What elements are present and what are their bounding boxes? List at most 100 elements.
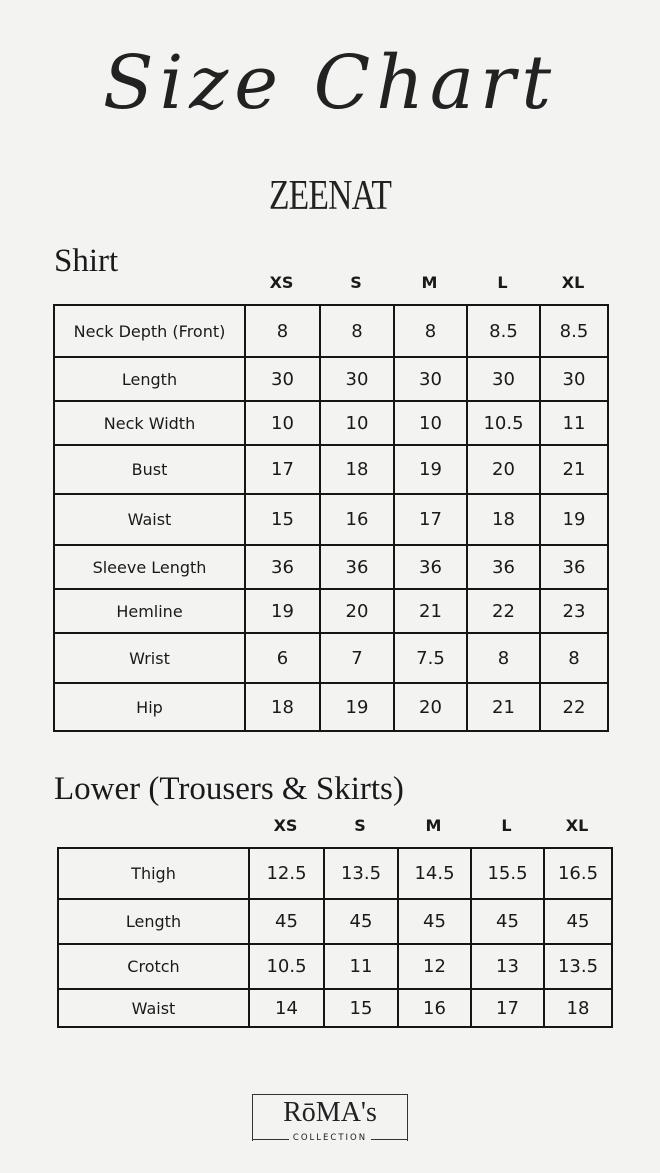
row-label: Neck Width <box>53 400 246 446</box>
table-row: Neck Width 10 10 10 10.5 11 <box>53 400 609 446</box>
size-value-l: 20 <box>466 444 541 495</box>
size-value-xl: 8 <box>539 632 609 684</box>
size-header-s: S <box>354 816 366 835</box>
size-header-xl: XL <box>565 816 589 835</box>
size-value-l: 10.5 <box>466 400 541 446</box>
size-value-xl: 23 <box>539 588 609 634</box>
table-row: Sleeve Length 36 36 36 36 36 <box>53 544 609 590</box>
table-row: Thigh 12.5 13.5 14.5 15.5 16.5 <box>57 847 613 900</box>
size-value-l: 13 <box>470 943 545 990</box>
size-header-xs: XS <box>269 273 294 292</box>
size-value-xl: 36 <box>539 544 609 590</box>
row-label: Sleeve Length <box>53 544 246 590</box>
logo-subtitle: COLLECTION <box>288 1133 372 1143</box>
table-row: Hemline 19 20 21 22 23 <box>53 588 609 634</box>
size-value-l: 22 <box>466 588 541 634</box>
table-row: Hip 18 19 20 21 22 <box>53 682 609 732</box>
size-header-l: L <box>501 816 512 835</box>
size-value-xl: 22 <box>539 682 609 732</box>
size-value-m: 36 <box>393 544 468 590</box>
size-value-s: 30 <box>319 356 395 402</box>
size-value-xl: 19 <box>539 493 609 546</box>
table-row: Bust 17 18 19 20 21 <box>53 444 609 495</box>
size-value-l: 8 <box>466 632 541 684</box>
size-value-s: 8 <box>319 304 395 358</box>
size-value-m: 16 <box>397 988 472 1028</box>
size-value-xs: 36 <box>244 544 321 590</box>
size-value-xs: 30 <box>244 356 321 402</box>
row-label: Hip <box>53 682 246 732</box>
size-value-xs: 45 <box>248 898 325 945</box>
shirt-size-table: Neck Depth (Front) 8 8 8 8.5 8.5 Length 30 30 30 3… <box>53 304 609 732</box>
size-value-xl: 30 <box>539 356 609 402</box>
size-value-l: 30 <box>466 356 541 402</box>
logo-name: RōMA's <box>283 1097 377 1128</box>
row-label: Length <box>57 898 250 945</box>
size-value-m: 7.5 <box>393 632 468 684</box>
size-header-s: S <box>350 273 362 292</box>
size-value-s: 45 <box>323 898 399 945</box>
size-value-m: 10 <box>393 400 468 446</box>
size-value-s: 20 <box>319 588 395 634</box>
row-label: Wrist <box>53 632 246 684</box>
row-label: Thigh <box>57 847 250 900</box>
size-value-m: 12 <box>397 943 472 990</box>
size-value-l: 18 <box>466 493 541 546</box>
size-value-m: 8 <box>393 304 468 358</box>
shirt-size-header: XS S M L XL <box>244 273 607 292</box>
size-header-l: L <box>497 273 508 292</box>
size-value-xs: 10.5 <box>248 943 325 990</box>
size-value-xs: 18 <box>244 682 321 732</box>
size-value-l: 45 <box>470 898 545 945</box>
size-value-s: 13.5 <box>323 847 399 900</box>
size-value-xs: 14 <box>248 988 325 1028</box>
table-row: Waist 15 16 17 18 19 <box>53 493 609 546</box>
size-value-xl: 11 <box>539 400 609 446</box>
size-header-m: M <box>421 273 438 292</box>
size-header-xs: XS <box>273 816 298 835</box>
size-value-xs: 8 <box>244 304 321 358</box>
size-value-xs: 12.5 <box>248 847 325 900</box>
size-value-l: 21 <box>466 682 541 732</box>
size-value-l: 8.5 <box>466 304 541 358</box>
roma-collection-logo: RōMA's COLLECTION <box>252 1094 408 1143</box>
table-row: Neck Depth (Front) 8 8 8 8.5 8.5 <box>53 304 609 358</box>
size-value-xs: 17 <box>244 444 321 495</box>
size-value-xl: 13.5 <box>543 943 613 990</box>
size-value-l: 17 <box>470 988 545 1028</box>
size-value-s: 19 <box>319 682 395 732</box>
row-label: Waist <box>57 988 250 1028</box>
table-row: Wrist 6 7 7.5 8 8 <box>53 632 609 684</box>
shirt-heading: Shirt <box>54 243 119 279</box>
table-row: Crotch 10.5 11 12 13 13.5 <box>57 943 613 990</box>
size-value-s: 18 <box>319 444 395 495</box>
row-label: Crotch <box>57 943 250 990</box>
size-value-s: 16 <box>319 493 395 546</box>
size-value-m: 19 <box>393 444 468 495</box>
size-value-xs: 10 <box>244 400 321 446</box>
size-value-s: 7 <box>319 632 395 684</box>
row-label: Length <box>53 356 246 402</box>
size-value-xs: 15 <box>244 493 321 546</box>
size-value-s: 10 <box>319 400 395 446</box>
size-value-m: 21 <box>393 588 468 634</box>
size-value-s: 11 <box>323 943 399 990</box>
lower-heading: Lower (Trousers & Skirts) <box>54 771 404 807</box>
size-value-xl: 21 <box>539 444 609 495</box>
row-label: Neck Depth (Front) <box>53 304 246 358</box>
size-header-m: M <box>425 816 442 835</box>
size-value-s: 36 <box>319 544 395 590</box>
table-row: Length 30 30 30 30 30 <box>53 356 609 402</box>
size-header-xl: XL <box>561 273 585 292</box>
size-value-xs: 6 <box>244 632 321 684</box>
page-title: Size Chart <box>102 40 558 126</box>
size-value-xl: 16.5 <box>543 847 613 900</box>
brand-name: ZEENAT <box>268 173 392 219</box>
table-row: Waist 14 15 16 17 18 <box>57 988 613 1028</box>
table-row: Length 45 45 45 45 45 <box>57 898 613 945</box>
size-value-m: 14.5 <box>397 847 472 900</box>
lower-size-table: Thigh 12.5 13.5 14.5 15.5 16.5 Length 45 45 45 45 4… <box>57 847 613 1028</box>
size-value-m: 30 <box>393 356 468 402</box>
row-label: Hemline <box>53 588 246 634</box>
lower-size-header: XS S M L XL <box>248 816 611 835</box>
